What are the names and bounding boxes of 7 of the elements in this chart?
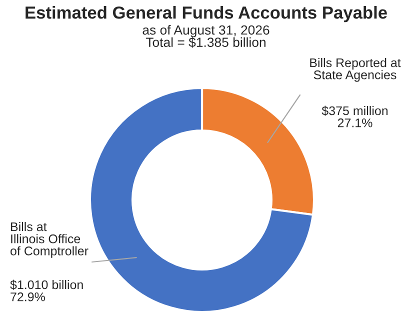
chart-title: Estimated General Funds Accounts Payable bbox=[26, 6, 387, 22]
slice-label: Bills at Illinois Office of Comptroller bbox=[10, 222, 88, 258]
data-label: $1.010 billion 72.9% bbox=[10, 280, 83, 302]
donut-slice bbox=[88, 86, 314, 314]
data-label: $375 million 27.1% bbox=[322, 106, 388, 128]
slice-label: Bills Reported at State Agencies bbox=[310, 58, 401, 82]
chart-subtitle: as of August 31, 2026 Total = $1.385 billion bbox=[142, 25, 270, 48]
